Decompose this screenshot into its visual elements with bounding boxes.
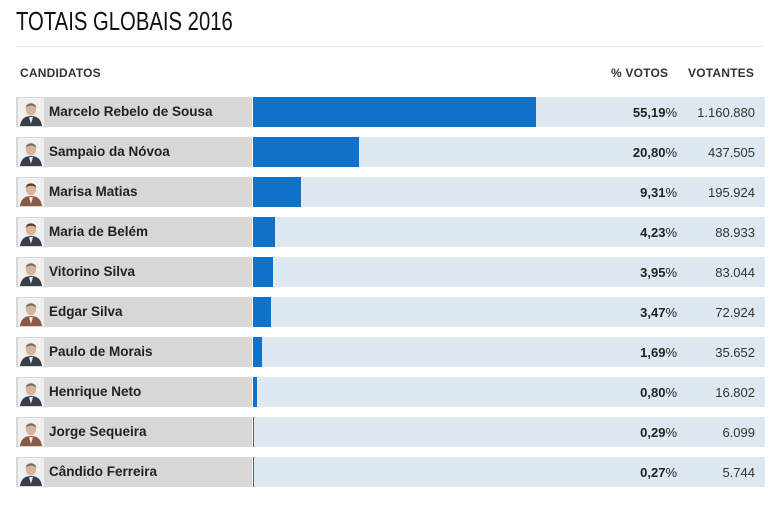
- percent-label: 1,69%: [640, 345, 677, 360]
- percent-label: 0,29%: [640, 425, 677, 440]
- percent-label: 9,31%: [640, 185, 677, 200]
- candidate-photo-icon: [18, 378, 44, 406]
- voters-value: 1.160.880: [697, 105, 755, 120]
- percent-label: 3,95%: [640, 265, 677, 280]
- bar-track: 3,95% 83.044: [253, 257, 765, 287]
- voters-value: 83.044: [715, 265, 755, 280]
- vote-bar: [253, 137, 360, 167]
- candidate-row: Marisa Matias 9,31% 195.924: [16, 177, 765, 207]
- candidate-photo-icon: [18, 338, 44, 366]
- voters-value: 16.802: [715, 385, 755, 400]
- candidate-name: Vitorino Silva: [49, 264, 136, 279]
- percent-label: 4,23%: [640, 225, 677, 240]
- vote-bar: [253, 177, 301, 207]
- percent-value: 1,69: [640, 345, 666, 360]
- percent-label: 3,47%: [640, 305, 677, 320]
- title-divider: [16, 46, 764, 47]
- candidate-name-cell: Paulo de Morais: [16, 337, 252, 367]
- bar-track: 4,23% 88.933: [253, 217, 765, 247]
- candidate-row: Marcelo Rebelo de Sousa 55,19% 1.160.880: [16, 97, 765, 127]
- candidate-name: Marcelo Rebelo de Sousa: [49, 104, 213, 119]
- header-percent-votes: % VOTOS: [611, 66, 669, 80]
- header-voters: VOTANTES: [688, 66, 755, 80]
- candidate-name: Maria de Belém: [49, 224, 149, 239]
- bar-track: 55,19% 1.160.880: [253, 97, 765, 127]
- page-title: TOTAIS GLOBAIS 2016: [16, 6, 233, 36]
- candidate-name-cell: Cândido Ferreira: [16, 457, 252, 487]
- bar-track: 0,29% 6.099: [253, 417, 765, 447]
- candidate-name: Cândido Ferreira: [49, 464, 158, 479]
- percent-value: 0,29: [640, 425, 666, 440]
- candidate-photo-icon: [18, 458, 44, 486]
- candidate-name: Sampaio da Nóvoa: [49, 144, 170, 159]
- candidate-row: Sampaio da Nóvoa 20,80% 437.505: [16, 137, 765, 167]
- voters-value: 437.505: [708, 145, 755, 160]
- candidate-row: Vitorino Silva 3,95% 83.044: [16, 257, 765, 287]
- candidate-photo-icon: [18, 298, 44, 326]
- candidate-name-cell: Marisa Matias: [16, 177, 252, 207]
- voters-value: 35.652: [715, 345, 755, 360]
- candidate-name-cell: Maria de Belém: [16, 217, 252, 247]
- candidate-photo-icon: [18, 138, 44, 166]
- candidate-name: Henrique Neto: [49, 384, 142, 399]
- candidate-name-cell: Marcelo Rebelo de Sousa: [16, 97, 252, 127]
- percent-value: 0,27: [640, 465, 666, 480]
- candidate-photo-icon: [18, 258, 44, 286]
- candidate-row: Cândido Ferreira 0,27% 5.744: [16, 457, 765, 487]
- candidate-name: Jorge Sequeira: [49, 424, 147, 439]
- percent-value: 4,23: [640, 225, 666, 240]
- candidate-row: Paulo de Morais 1,69% 35.652: [16, 337, 765, 367]
- vote-bar: [253, 457, 255, 487]
- candidate-row: Maria de Belém 4,23% 88.933: [16, 217, 765, 247]
- percent-value: 3,95: [640, 265, 666, 280]
- percent-label: 0,80%: [640, 385, 677, 400]
- candidate-name: Paulo de Morais: [49, 344, 153, 359]
- bar-track: 1,69% 35.652: [253, 337, 765, 367]
- voters-value: 195.924: [708, 185, 755, 200]
- candidate-name-cell: Sampaio da Nóvoa: [16, 137, 252, 167]
- vote-bar: [253, 337, 262, 367]
- candidate-name: Marisa Matias: [49, 184, 138, 199]
- vote-bar: [253, 297, 271, 327]
- voters-value: 72.924: [715, 305, 755, 320]
- bar-track: 9,31% 195.924: [253, 177, 765, 207]
- header-candidates: CANDIDATOS: [20, 66, 101, 80]
- vote-bar: [253, 417, 255, 447]
- percent-value: 0,80: [640, 385, 666, 400]
- percent-label: 55,19%: [632, 105, 677, 120]
- bar-track: 3,47% 72.924: [253, 297, 765, 327]
- candidate-photo-icon: [18, 98, 44, 126]
- bar-track: 0,27% 5.744: [253, 457, 765, 487]
- candidate-row: Edgar Silva 3,47% 72.924: [16, 297, 765, 327]
- candidate-name: Edgar Silva: [49, 304, 123, 319]
- vote-bar: [253, 217, 275, 247]
- percent-value: 55,19: [632, 105, 666, 120]
- vote-bar: [253, 97, 536, 127]
- candidate-photo-icon: [18, 178, 44, 206]
- percent-value: 3,47: [640, 305, 666, 320]
- candidate-photo-icon: [18, 218, 44, 246]
- bar-track: 0,80% 16.802: [253, 377, 765, 407]
- voters-value: 88.933: [715, 225, 755, 240]
- candidate-name-cell: Jorge Sequeira: [16, 417, 252, 447]
- candidate-row: Henrique Neto 0,80% 16.802: [16, 377, 765, 407]
- candidate-photo-icon: [18, 418, 44, 446]
- percent-label: 0,27%: [640, 465, 677, 480]
- vote-bar: [253, 377, 258, 407]
- candidate-name-cell: Vitorino Silva: [16, 257, 252, 287]
- percent-value: 9,31: [640, 185, 666, 200]
- percent-label: 20,80%: [632, 145, 677, 160]
- candidate-name-cell: Henrique Neto: [16, 377, 252, 407]
- candidate-name-cell: Edgar Silva: [16, 297, 252, 327]
- voters-value: 5.744: [722, 465, 755, 480]
- candidate-row: Jorge Sequeira 0,29% 6.099: [16, 417, 765, 447]
- percent-value: 20,80: [632, 145, 666, 160]
- bar-track: 20,80% 437.505: [253, 137, 765, 167]
- voters-value: 6.099: [722, 425, 755, 440]
- vote-bar: [253, 257, 274, 287]
